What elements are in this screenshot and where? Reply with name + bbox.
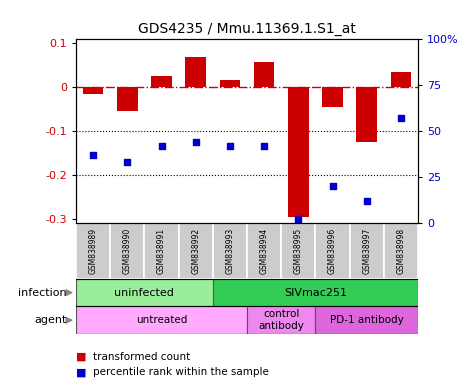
Text: control
antibody: control antibody [258,310,304,331]
Text: uninfected: uninfected [114,288,174,298]
Text: GSM838992: GSM838992 [191,228,200,274]
Text: GSM838993: GSM838993 [226,228,234,274]
Title: GDS4235 / Mmu.11369.1.S1_at: GDS4235 / Mmu.11369.1.S1_at [138,22,356,36]
Bar [247,306,315,334]
Bar [151,76,172,87]
Text: percentile rank within the sample: percentile rank within the sample [93,367,268,377]
Point [294,216,302,222]
Bar [288,87,309,217]
Bar [390,72,411,87]
Text: GSM838994: GSM838994 [260,228,268,274]
Text: GSM838997: GSM838997 [362,228,371,274]
Bar [356,87,377,142]
Bar [350,223,384,279]
Bar [315,306,418,334]
Bar [83,87,104,94]
Point [329,183,336,189]
Bar [213,279,418,306]
Bar [315,223,350,279]
Bar [281,223,315,279]
Point [89,152,97,158]
Text: transformed count: transformed count [93,352,190,362]
Point [124,159,131,166]
Bar [247,223,281,279]
Bar [322,87,343,107]
Bar [117,87,138,111]
Text: ■: ■ [76,367,86,377]
Point [192,139,200,145]
Bar [144,223,179,279]
Text: GSM838989: GSM838989 [89,228,97,274]
Point [363,198,371,204]
Bar [76,279,213,306]
Text: agent: agent [34,315,66,325]
Point [158,142,165,149]
Text: GSM838998: GSM838998 [397,228,405,274]
Text: GSM838991: GSM838991 [157,228,166,274]
Text: ■: ■ [76,352,86,362]
Text: PD-1 antibody: PD-1 antibody [330,315,404,325]
Text: GSM838990: GSM838990 [123,228,132,274]
Bar [185,57,206,87]
Bar [110,223,144,279]
Point [260,142,268,149]
Text: SIVmac251: SIVmac251 [284,288,347,298]
Point [226,142,234,149]
Bar [76,223,110,279]
Text: GSM838995: GSM838995 [294,228,303,274]
Bar [219,81,240,87]
Text: GSM838996: GSM838996 [328,228,337,274]
Text: infection: infection [18,288,66,298]
Bar [76,306,247,334]
Text: untreated: untreated [136,315,187,325]
Bar [213,223,247,279]
Bar [384,223,418,279]
Bar [254,61,275,87]
Point [397,115,405,121]
Bar [179,223,213,279]
